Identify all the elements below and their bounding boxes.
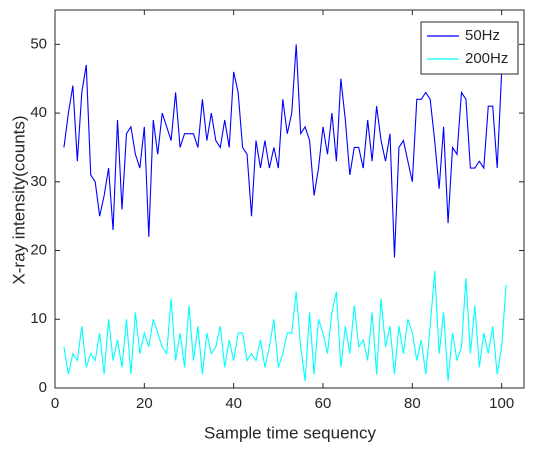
y-tick-label: 0 <box>39 379 47 396</box>
y-tick-label: 30 <box>30 173 47 190</box>
axes-box <box>54 9 525 389</box>
legend-box <box>420 21 519 75</box>
x-tick-label: 80 <box>404 395 421 412</box>
legend-label: 200Hz <box>465 50 508 67</box>
x-axis-label: Sample time sequency <box>204 423 376 442</box>
y-tick-label: 50 <box>30 35 47 52</box>
x-tick-label: 60 <box>315 395 332 412</box>
legend-label: 50Hz <box>465 27 500 44</box>
y-tick-label: 40 <box>30 104 47 121</box>
x-tick-label: 20 <box>136 395 153 412</box>
x-tick-label: 0 <box>51 395 59 412</box>
x-tick-label: 40 <box>225 395 242 412</box>
y-tick-label: 20 <box>30 242 47 259</box>
data-line <box>63 271 507 382</box>
x-tick-label: 100 <box>489 395 514 412</box>
y-axis-label: X-ray intensity(counts) <box>9 115 28 284</box>
y-tick-label: 10 <box>30 310 47 327</box>
data-line <box>63 44 507 258</box>
